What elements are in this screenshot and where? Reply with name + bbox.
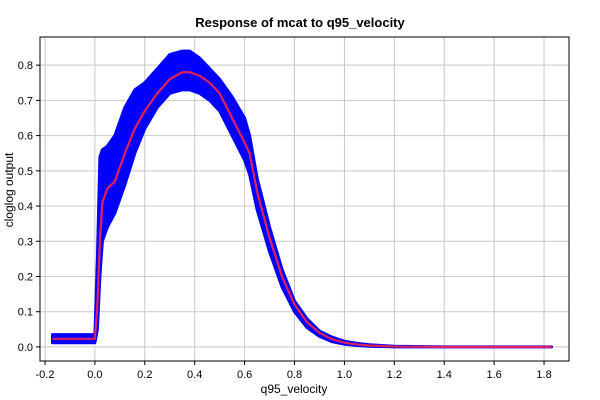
x-axis-ticks: -0.2 0.0 0.2 0.4 0.6 0.8 1.0 1.2 1.4 1.6 1.8 bbox=[36, 361, 552, 381]
y-tick-label: 0.4 bbox=[18, 201, 33, 213]
y-tick-label: 0.7 bbox=[18, 95, 33, 107]
x-tick-label: 1.6 bbox=[486, 369, 501, 381]
y-tick-label: 0.2 bbox=[18, 271, 33, 283]
x-tick-label: -0.2 bbox=[36, 369, 55, 381]
plot-area bbox=[40, 37, 569, 361]
y-tick-label: 0.8 bbox=[18, 60, 33, 72]
y-tick-label: 0.1 bbox=[18, 307, 33, 319]
x-tick-label: 0.6 bbox=[237, 369, 252, 381]
x-tick-label: 1.0 bbox=[337, 369, 352, 381]
plot-border bbox=[39, 36, 570, 362]
x-tick-label: 0.4 bbox=[187, 369, 202, 381]
x-tick-label: 1.2 bbox=[387, 369, 402, 381]
x-tick-label: 0.2 bbox=[137, 369, 152, 381]
mean-line-path bbox=[52, 71, 552, 349]
plot-background bbox=[40, 37, 569, 361]
chart-title: Response of mcat to q95_velocity bbox=[195, 15, 405, 30]
x-tick-label: 0.8 bbox=[287, 369, 302, 381]
y-tick-label: 0.6 bbox=[18, 131, 33, 143]
y-tick-label: 0.3 bbox=[18, 236, 33, 248]
mean-response-line bbox=[52, 71, 552, 349]
y-tick-label: 0.5 bbox=[18, 166, 33, 178]
x-tick-label: 1.4 bbox=[437, 369, 452, 381]
x-tick-label: 0.0 bbox=[87, 369, 102, 381]
plot-frame bbox=[39, 36, 570, 362]
y-axis-title: cloglog output bbox=[2, 152, 16, 227]
x-axis-title: q95_velocity bbox=[261, 382, 328, 396]
y-tick-label: 0.0 bbox=[18, 342, 33, 354]
x-tick-label: 1.8 bbox=[536, 369, 551, 381]
y-axis-ticks: 0.0 0.1 0.2 0.3 0.4 0.5 0.6 0.7 0.8 bbox=[18, 60, 40, 354]
